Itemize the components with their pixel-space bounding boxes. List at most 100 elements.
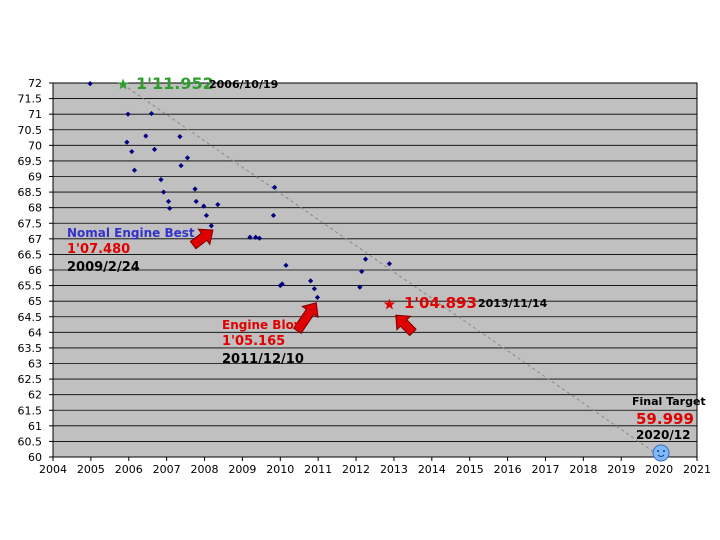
x-tick-label: 2020 (645, 463, 673, 476)
annotation-arrows (189, 228, 417, 337)
x-tick-label: 2004 (39, 463, 67, 476)
y-axis-ticks: 60 60.5 61 61.5 62 62.5 63 63.5 64 64.5 65 65.5 66 66… (18, 77, 53, 464)
best-time-label: 1'11.952 (136, 74, 214, 93)
x-tick-label: 2007 (153, 463, 181, 476)
x-tick-label: 2015 (456, 463, 484, 476)
record-2013-time: 1'04.893 (404, 294, 477, 312)
data-point (314, 294, 321, 301)
data-points (87, 81, 392, 301)
x-tick-label: 2009 (228, 463, 256, 476)
y-tick-label: 60.5 (18, 435, 43, 448)
data-point (158, 177, 164, 183)
data-point (193, 198, 199, 205)
best-time-date: 2006/10/19 (209, 78, 278, 91)
data-point (151, 146, 158, 152)
data-point (311, 286, 317, 292)
x-tick-label: 2016 (494, 463, 522, 476)
y-tick-label: 68.5 (18, 186, 43, 199)
data-point (125, 111, 131, 117)
data-point (256, 235, 263, 241)
x-tick-label: 2019 (607, 463, 635, 476)
y-tick-label: 66 (28, 264, 42, 277)
data-point (270, 212, 277, 219)
y-tick-label: 64.5 (18, 311, 43, 324)
x-tick-label: 2005 (77, 463, 105, 476)
data-point (143, 133, 149, 139)
final-target-label: Final Target (632, 395, 706, 408)
y-tick-label: 67 (28, 233, 42, 246)
y-tick-label: 61 (28, 420, 42, 433)
trend-line (122, 84, 662, 458)
y-tick-label: 69 (28, 171, 42, 184)
normal-engine-label: Nomal Engine Best (67, 226, 195, 240)
data-point (177, 134, 183, 140)
final-target-time: 59.999 (636, 410, 694, 428)
data-point (192, 186, 198, 192)
data-point (165, 198, 172, 205)
data-point (124, 139, 130, 145)
y-tick-label: 71 (28, 108, 42, 121)
x-tick-label: 2012 (342, 463, 370, 476)
data-point (203, 212, 210, 219)
x-tick-label: 2010 (266, 463, 294, 476)
data-point (253, 234, 259, 240)
y-tick-label: 62 (28, 389, 42, 402)
smiley-icon (652, 444, 670, 462)
star-icon (383, 298, 396, 310)
engine-blow-date: 2011/12/10 (222, 352, 304, 367)
y-tick-label: 65 (28, 295, 42, 308)
data-point (277, 282, 283, 289)
y-tick-label: 67.5 (18, 217, 43, 230)
data-point (129, 148, 135, 155)
highlight-markers (117, 78, 670, 462)
data-point (359, 268, 365, 275)
y-tick-label: 70 (28, 139, 42, 152)
y-tick-label: 64 (28, 326, 42, 339)
x-tick-label: 2017 (531, 463, 559, 476)
red-arrow-icon (189, 228, 214, 250)
red-arrow-icon (395, 314, 417, 337)
data-point (283, 262, 289, 268)
data-point (161, 189, 167, 195)
y-tick-label: 60 (28, 451, 42, 464)
data-point (272, 184, 278, 191)
data-point (178, 162, 184, 169)
data-point (386, 261, 392, 267)
data-point (247, 234, 253, 240)
y-tick-label: 65.5 (18, 280, 43, 293)
star-icon (117, 78, 129, 90)
data-point (362, 256, 369, 262)
x-tick-label: 2008 (191, 463, 219, 476)
engine-blow-time: 1'05.165 (222, 334, 285, 349)
data-point (201, 203, 207, 209)
data-point (184, 155, 191, 161)
data-point (87, 81, 93, 87)
y-tick-label: 61.5 (18, 404, 43, 417)
x-tick-label: 2018 (569, 463, 597, 476)
red-arrow-icon (292, 302, 319, 334)
x-tick-label: 2021 (683, 463, 711, 476)
y-tick-label: 63 (28, 358, 42, 371)
data-point (308, 278, 314, 284)
x-tick-label: 2006 (115, 463, 143, 476)
normal-engine-date: 2009/2/24 (67, 260, 140, 275)
data-point (131, 167, 138, 173)
y-tick-label: 70.5 (18, 124, 43, 137)
x-axis-ticks: 2004 2005 2006 2007 2008 2009 2010 2011 2012 2013… (39, 457, 711, 476)
y-tick-label: 62.5 (18, 373, 43, 386)
record-2013-date: 2013/11/14 (478, 297, 548, 310)
data-point (357, 284, 363, 290)
x-tick-label: 2011 (304, 463, 332, 476)
y-tick-label: 71.5 (18, 93, 43, 106)
y-tick-label: 66.5 (18, 248, 43, 261)
y-tick-label: 68 (28, 202, 42, 215)
data-point (279, 281, 285, 287)
y-tick-label: 69.5 (18, 155, 43, 168)
normal-engine-time: 1'07.480 (67, 242, 130, 257)
data-point (148, 110, 155, 117)
grid-lines (53, 82, 697, 458)
y-tick-label: 63.5 (18, 342, 43, 355)
final-target-date: 2020/12 (636, 428, 690, 442)
x-tick-label: 2013 (380, 463, 408, 476)
